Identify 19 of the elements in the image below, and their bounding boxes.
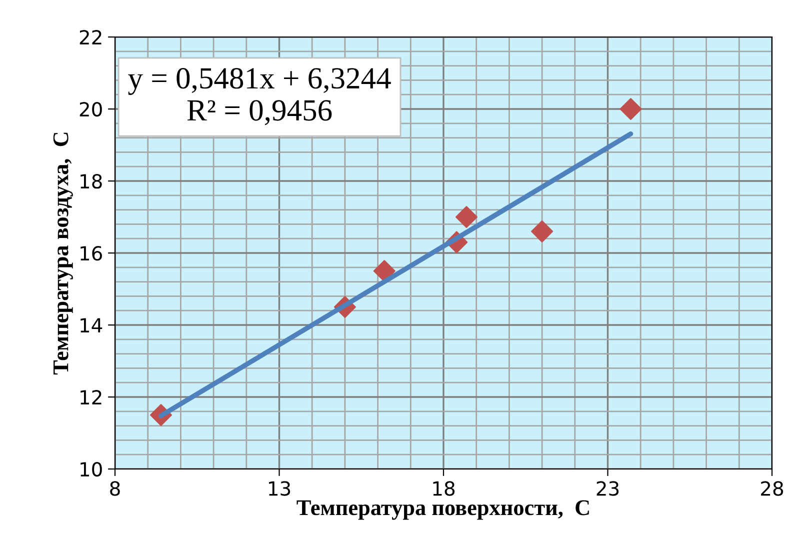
y-tick-label: 18 <box>80 174 102 189</box>
y-tick-label: 20 <box>80 102 102 117</box>
point <box>620 98 642 120</box>
y-tick-label: 10 <box>80 462 102 477</box>
y-tick-label: 22 <box>80 30 102 44</box>
y-tick-label: 14 <box>80 318 102 332</box>
y-tick-label: 16 <box>80 246 102 261</box>
x-tick-label: 13 <box>269 481 290 496</box>
x-tick-label: 23 <box>596 481 619 496</box>
point <box>531 220 554 242</box>
y-axis-title: Температура воздуха, С <box>53 132 73 375</box>
x-tick-label: 8 <box>110 481 120 496</box>
y-tick-label: 12 <box>80 390 102 404</box>
x-tick-label: 28 <box>761 481 784 496</box>
annotation: y = 0,5481x + 6,3244 R² = 0,9456 <box>128 68 391 126</box>
x-axis-title: Температура поверхности, С <box>296 500 589 520</box>
point <box>373 260 396 282</box>
point <box>456 206 478 228</box>
x-tick-label: 18 <box>433 481 455 496</box>
